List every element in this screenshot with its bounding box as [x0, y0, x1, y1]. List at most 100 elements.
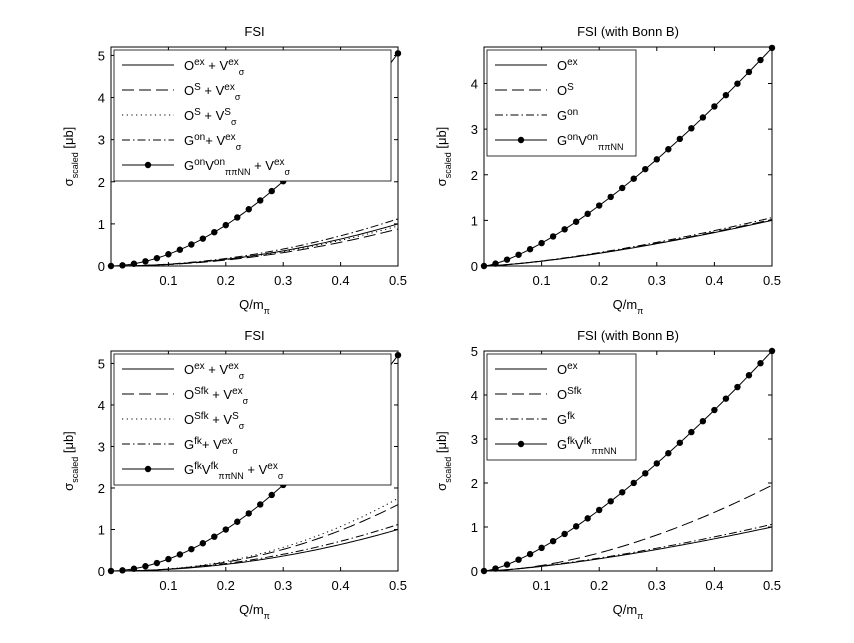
label-seg: [μb]: [61, 127, 76, 153]
data-point: [394, 50, 402, 57]
data-point: [676, 135, 684, 143]
y-tick-label: 4: [98, 91, 105, 106]
label-seg: Sfk: [194, 386, 209, 397]
y-tick-label: 4: [98, 398, 105, 413]
x-tick-label: 0.2: [217, 578, 235, 593]
label-seg: scaled: [443, 457, 453, 483]
data-point: [268, 187, 275, 195]
data-point: [257, 197, 264, 204]
label-seg: + V: [201, 108, 225, 123]
data-point: [222, 526, 229, 533]
label-seg: π: [637, 611, 643, 621]
label-seg: S: [224, 107, 231, 118]
label-seg: Q/m: [613, 297, 638, 312]
label-seg: G: [184, 462, 194, 477]
x-tick-label: 0.4: [705, 273, 723, 288]
data-point: [268, 491, 275, 499]
data-point: [699, 417, 707, 425]
legend-entry: OSfk + Vexσ: [184, 386, 249, 407]
label-seg: ππNN: [591, 446, 616, 456]
chart-panel-2: FSI (with Bonn B) 0.1 0.2 0.3 0.4 0.5 0 1 2 3 4 Q/m…: [434, 24, 781, 316]
label-seg: V: [578, 133, 587, 148]
series-line-4: [111, 524, 399, 572]
data-point: [503, 561, 511, 568]
data-point: [107, 567, 115, 575]
data-point: [619, 489, 626, 496]
label-seg: O: [184, 362, 194, 377]
data-point: [480, 567, 488, 575]
label-seg: scaled: [443, 152, 453, 178]
label-seg: G: [184, 437, 194, 452]
data-point: [165, 555, 172, 563]
data-point: [653, 460, 660, 467]
series-line-1: [111, 529, 399, 572]
y-tick-label: 2: [98, 481, 105, 496]
label-seg: ex: [222, 436, 233, 447]
x-tick-label: 0.3: [274, 273, 292, 288]
data-point: [596, 506, 603, 514]
data-point: [211, 228, 218, 236]
series-line-1: [483, 526, 773, 572]
data-point: [745, 372, 753, 379]
data-point: [768, 44, 776, 52]
data-point: [734, 383, 741, 391]
legend-frame: [486, 49, 637, 157]
label-seg: G: [557, 437, 567, 452]
label-seg: + V: [205, 58, 229, 73]
label-seg: ex: [567, 361, 578, 372]
label-seg: σ: [434, 178, 449, 186]
label-seg: scaled: [70, 152, 80, 178]
label-seg: fk: [567, 436, 576, 447]
y-axis-label: σscaled [μb]: [61, 127, 80, 187]
label-seg: ex: [224, 82, 235, 93]
data-point: [130, 260, 138, 267]
y-tick-label: 3: [471, 122, 478, 137]
label-seg: σ: [285, 167, 291, 177]
legend-entry: OSfk + VSσ: [184, 411, 245, 432]
label-seg: σ: [239, 67, 245, 77]
x-tick-label: 0.1: [159, 273, 177, 288]
label-seg: on: [587, 132, 598, 143]
data-point: [153, 254, 161, 262]
y-tick-label: 0: [98, 564, 105, 579]
data-point: [607, 498, 614, 505]
data-point: [572, 218, 580, 225]
data-point: [630, 175, 637, 182]
data-point: [188, 241, 195, 248]
y-tick-label: 2: [471, 168, 478, 183]
label-seg: σ: [61, 483, 76, 491]
legend-entry: Gon: [557, 107, 578, 124]
label-seg: O: [557, 83, 567, 98]
label-seg: G: [184, 133, 194, 148]
legend-entry: Gfk+ Vexσ: [184, 436, 238, 457]
label-seg: on: [194, 157, 205, 168]
data-point: [538, 544, 545, 552]
label-seg: π: [264, 611, 270, 621]
x-axis-label: Q/mπ: [613, 297, 644, 316]
label-seg: on: [567, 107, 578, 118]
data-point: [549, 233, 557, 240]
x-tick-label: 0.4: [332, 578, 350, 593]
label-seg: O: [557, 387, 567, 402]
data-point: [515, 251, 522, 258]
data-point: [630, 479, 637, 487]
label-seg: ππNN: [598, 142, 623, 152]
data-point: [503, 256, 511, 263]
label-seg: on: [214, 157, 225, 168]
label-seg: σ: [236, 142, 242, 152]
data-point: [711, 103, 718, 110]
label-seg: σ: [239, 421, 245, 431]
data-point: [176, 246, 184, 253]
y-axis-label: σscaled [μb]: [61, 431, 80, 491]
label-seg: fk: [567, 411, 576, 422]
data-point: [211, 533, 218, 540]
y-tick-label: 5: [471, 344, 478, 359]
data-point: [119, 262, 126, 269]
label-seg: π: [264, 306, 270, 316]
x-tick-label: 0.3: [648, 273, 666, 288]
label-seg: + V: [250, 158, 274, 173]
y-tick-label: 3: [98, 439, 105, 454]
data-point: [176, 551, 184, 558]
x-tick-label: 0.1: [533, 273, 551, 288]
